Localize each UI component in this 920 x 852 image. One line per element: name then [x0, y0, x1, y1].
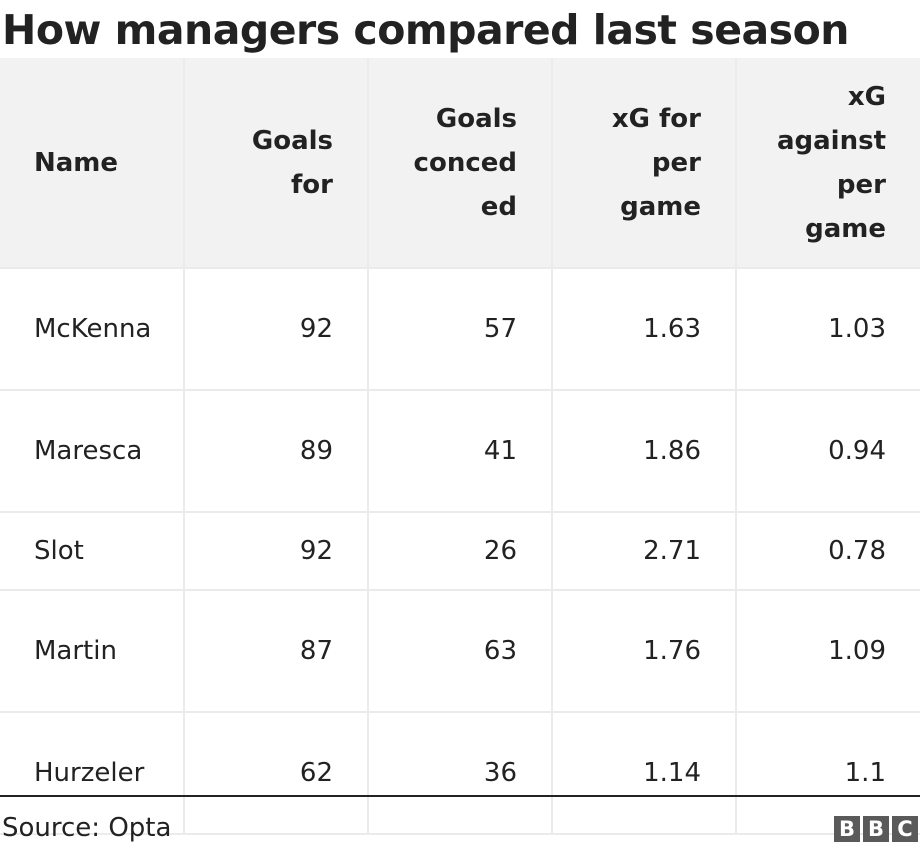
goals-conceded-cell: 36 — [367, 711, 553, 835]
column-header-line: xG for — [611, 103, 701, 134]
column-header: Goals for — [183, 58, 369, 269]
name-cell: Hurzeler — [0, 711, 185, 835]
xg-against-cell: 1.09 — [735, 589, 920, 713]
goals-conceded-cell: 63 — [367, 589, 553, 713]
name-cell: McKenna — [0, 267, 185, 391]
goals-conceded-cell: 26 — [367, 511, 553, 591]
table-row: Martin 87 63 1.76 1.09 — [0, 589, 920, 713]
column-header: Name — [0, 58, 185, 269]
xg-for-cell: 1.76 — [551, 589, 737, 713]
xg-against-cell: 1.1 — [735, 711, 920, 835]
source-note: Source: Opta — [2, 813, 172, 843]
goals-for-cell: 87 — [183, 589, 369, 713]
column-header-line: ed — [480, 191, 517, 222]
column-header-line: game — [620, 191, 701, 222]
xg-against-cell: 1.03 — [735, 267, 920, 391]
column-header-line: Goals — [435, 103, 517, 134]
goals-for-cell: 92 — [183, 511, 369, 591]
table-row: Maresca 89 41 1.86 0.94 — [0, 389, 920, 513]
goals-conceded-cell: 41 — [367, 389, 553, 513]
column-header: xG against per game — [735, 58, 920, 269]
column-header: xG for per game — [551, 58, 737, 269]
name-cell: Maresca — [0, 389, 185, 513]
xg-for-cell: 1.86 — [551, 389, 737, 513]
chart-title: How managers compared last season — [2, 6, 849, 54]
logo-block: B — [834, 816, 860, 842]
table-row: Hurzeler 62 36 1.14 1.1 — [0, 711, 920, 835]
footer-divider — [0, 795, 920, 797]
column-header-line: conced — [413, 147, 517, 178]
column-header-line: against — [776, 125, 886, 156]
xg-for-cell: 1.14 — [551, 711, 737, 835]
table-row: Slot 92 26 2.71 0.78 — [0, 511, 920, 591]
column-header-line: Goals — [251, 125, 333, 156]
managers-table: Name Goals for Goals conced ed xG for per game xG… — [0, 58, 920, 835]
table-header: Name Goals for Goals conced ed xG for per game xG… — [0, 58, 920, 269]
column-header-line: Name — [34, 147, 119, 178]
xg-against-cell: 0.78 — [735, 511, 920, 591]
header-row: Name Goals for Goals conced ed xG for per game xG… — [0, 58, 920, 269]
column-header-line: per — [836, 169, 886, 200]
logo-block: C — [892, 816, 918, 842]
table-body: McKenna 92 57 1.63 1.03 Maresca 89 41 1.86 0.94 Sl… — [0, 267, 920, 835]
column-header-line: for — [291, 169, 333, 200]
goals-conceded-cell: 57 — [367, 267, 553, 391]
xg-for-cell: 2.71 — [551, 511, 737, 591]
table-row: McKenna 92 57 1.63 1.03 — [0, 267, 920, 391]
column-header-line: game — [805, 213, 886, 244]
goals-for-cell: 92 — [183, 267, 369, 391]
bbc-logo: B B C — [834, 816, 918, 842]
name-cell: Slot — [0, 511, 185, 591]
column-header: Goals conced ed — [367, 58, 553, 269]
column-header-line: per — [651, 147, 701, 178]
logo-block: B — [863, 816, 889, 842]
goals-for-cell: 62 — [183, 711, 369, 835]
goals-for-cell: 89 — [183, 389, 369, 513]
column-header-line: xG — [847, 81, 886, 112]
xg-for-cell: 1.63 — [551, 267, 737, 391]
name-cell: Martin — [0, 589, 185, 713]
xg-against-cell: 0.94 — [735, 389, 920, 513]
